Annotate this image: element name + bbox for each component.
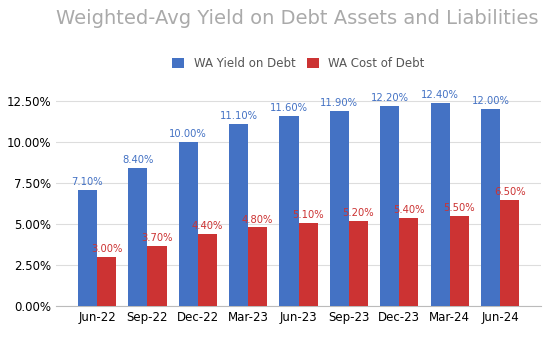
Text: 11.60%: 11.60% [270,103,308,113]
Bar [330,111,349,306]
Text: 3.70%: 3.70% [141,232,173,243]
Text: 12.40%: 12.40% [421,90,459,100]
Text: 4.40%: 4.40% [191,221,223,231]
Bar [299,223,318,306]
Bar [400,218,418,306]
Text: 10.00%: 10.00% [169,129,207,139]
Text: 4.80%: 4.80% [242,214,273,224]
Bar [450,216,469,306]
Text: 8.40%: 8.40% [122,156,153,166]
Bar [248,228,267,306]
Text: 5.10%: 5.10% [292,209,324,220]
Text: 5.50%: 5.50% [444,203,475,213]
Text: 5.40%: 5.40% [393,205,425,215]
Text: 11.90%: 11.90% [320,98,358,108]
Bar [349,221,368,306]
Bar [97,257,116,306]
Text: Weighted-Avg Yield on Debt Assets and Liabilities: Weighted-Avg Yield on Debt Assets and Li… [56,9,538,28]
Bar [229,124,248,306]
Legend: WA Yield on Debt, WA Cost of Debt: WA Yield on Debt, WA Cost of Debt [167,53,430,75]
Bar [147,246,166,306]
Text: 5.20%: 5.20% [343,208,374,218]
Bar [280,116,299,306]
Bar [198,234,217,306]
Bar [500,200,519,306]
Text: 3.00%: 3.00% [91,244,122,254]
Bar [179,142,198,306]
Text: 7.10%: 7.10% [71,177,103,187]
Bar [481,109,500,306]
Text: 6.50%: 6.50% [494,187,526,197]
Bar [380,106,400,306]
Text: 12.20%: 12.20% [371,93,408,103]
Text: 12.00%: 12.00% [472,96,509,106]
Bar [431,103,450,306]
Bar [128,168,147,306]
Text: 11.10%: 11.10% [220,111,258,121]
Bar [78,190,97,306]
